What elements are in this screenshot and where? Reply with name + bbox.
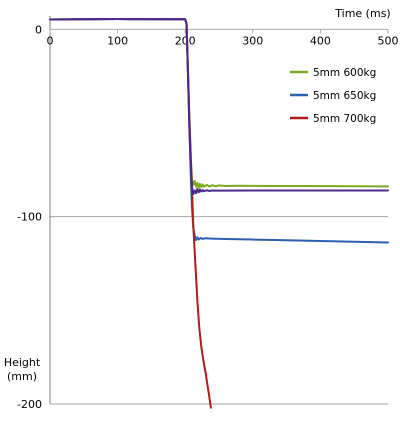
y-axis-title-line-1: Height — [4, 356, 41, 369]
x-tick-label: 300 — [242, 34, 263, 47]
legend-label: 5mm 600kg — [313, 67, 376, 79]
x-tick-label: 100 — [107, 34, 128, 47]
x-tick-label: 400 — [310, 34, 331, 47]
x-tick-label: 200 — [175, 34, 196, 47]
x-axis-title: Time (ms) — [334, 7, 390, 20]
series-line-3 — [49, 18, 212, 409]
series-line-4 — [49, 18, 389, 196]
x-tick-label: 500 — [378, 34, 399, 47]
y-tick-label: 0 — [35, 23, 42, 36]
legend: 5mm 600kg 5mm 650kg 5mm 700kg — [290, 67, 376, 125]
grid-layer — [50, 28, 388, 405]
x-tick-label: 0 — [47, 34, 54, 47]
legend-label: 5mm 700kg — [313, 113, 376, 125]
series-layer — [49, 18, 389, 409]
y-tick-label: -200 — [17, 398, 42, 411]
y-tick-label: -100 — [17, 211, 42, 224]
y-axis-title-line-2: (mm) — [7, 370, 37, 383]
axis-layer: 0 -100 -200 0 100 200 300 400 500 — [17, 16, 399, 411]
series-line-1 — [49, 18, 389, 189]
series-line-2 — [49, 18, 389, 244]
legend-label: 5mm 650kg — [313, 90, 376, 102]
